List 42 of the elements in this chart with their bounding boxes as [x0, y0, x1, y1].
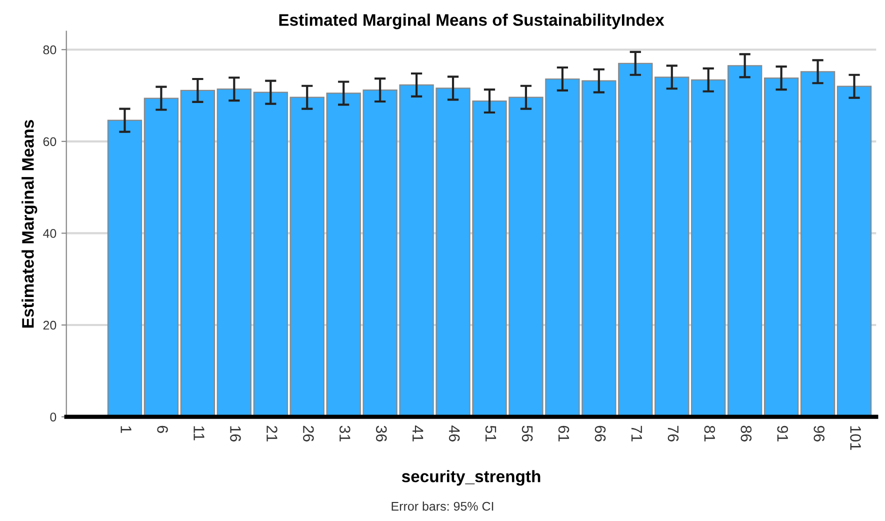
y-tick-label: 0	[50, 412, 56, 422]
x-tick-label: 71	[631, 426, 642, 442]
x-tick-label: 46	[448, 425, 460, 442]
bar	[216, 88, 252, 417]
x-tick-label: 21	[266, 426, 278, 442]
x-tick-label: 91	[777, 426, 788, 442]
bar	[764, 78, 799, 417]
bar	[290, 96, 324, 417]
text: Error bars: 95% CI	[392, 502, 494, 511]
x-tick-label: 26	[303, 426, 314, 442]
x-tick-label: 31	[339, 426, 350, 442]
y-tick-label: 20	[43, 320, 56, 330]
x-tick-label: 51	[485, 426, 496, 442]
y-axis-title: Estimated Marginal Means	[22, 120, 38, 328]
x-tick-label: 6	[157, 426, 168, 433]
bar	[253, 92, 288, 417]
x-tick-label: 1	[120, 426, 132, 433]
bar	[728, 65, 762, 417]
bar	[800, 71, 836, 417]
x-tick-label: 11	[194, 426, 204, 440]
x-tick-label: 16	[230, 426, 241, 442]
x-tick-label: 61	[558, 426, 570, 442]
x-tick-label: 41	[412, 425, 424, 442]
bar	[836, 86, 872, 417]
x-tick-label: 66	[594, 426, 606, 442]
y-tick-label: 80	[43, 45, 56, 54]
x-tick-label: 76	[668, 426, 679, 442]
bar	[180, 90, 216, 417]
x-axis-title: security_strength	[402, 470, 540, 486]
bar	[144, 98, 179, 417]
bar	[107, 120, 142, 417]
x-tick-label: 56	[522, 426, 533, 442]
x-tick-label: 86	[740, 426, 752, 442]
x-tick-label: 101	[850, 426, 861, 450]
y-tick-label: 60	[43, 137, 56, 146]
y-tick-label: 40	[43, 229, 56, 238]
bar	[654, 76, 690, 417]
chart-title: Estimated Marginal Means of SustainabilityIndex	[279, 14, 664, 30]
x-tick-label: 36	[376, 426, 387, 442]
x-tick-label: 81	[704, 426, 716, 442]
bar	[691, 79, 726, 417]
x-tick-label: 96	[814, 426, 825, 442]
